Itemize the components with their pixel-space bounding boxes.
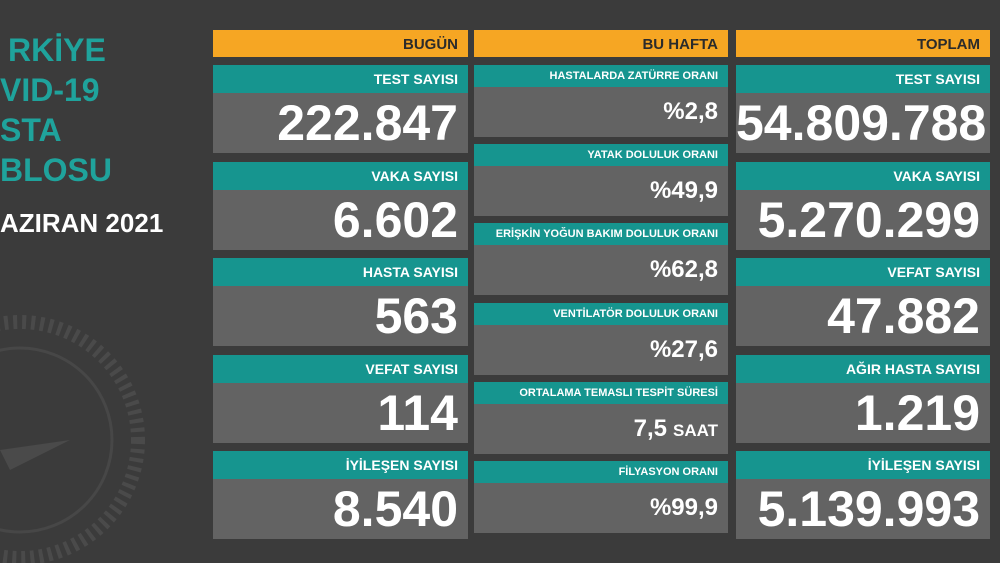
- item-value: 5.270.299: [736, 189, 990, 250]
- value-text: %49,9: [649, 177, 718, 205]
- item-label: ERİŞKİN YOĞUN BAKIM DOLULUK ORANI: [474, 223, 728, 246]
- item-label: HASTALARDA ZATÜRRE ORANI: [474, 65, 728, 87]
- item-value: %49,9: [474, 166, 728, 217]
- item-label: İYİLEŞEN SAYISI: [213, 451, 468, 479]
- item-label: VENTİLATÖR DOLULUK ORANI: [474, 302, 728, 325]
- side-title-line: RKİYE: [8, 32, 106, 68]
- value-text: 222.847: [277, 95, 458, 151]
- item-value: %99,9: [474, 483, 728, 533]
- item-value: 1.219: [736, 382, 990, 443]
- value-text: 563: [374, 288, 458, 344]
- item-value: 5.139.993: [736, 479, 990, 539]
- item-label: YATAK DOLULUK ORANI: [474, 144, 728, 167]
- item-label: FİLYASYON ORANI: [474, 461, 728, 483]
- item-value: %2,8: [474, 87, 728, 137]
- date: AZIRAN 2021: [0, 208, 164, 238]
- column-header: TOPLAM: [736, 30, 990, 57]
- value-text: 114: [377, 384, 458, 441]
- value-text: 5.139.993: [757, 481, 980, 537]
- side-title-line: VID-19: [0, 72, 100, 108]
- value-text: %62,8: [649, 256, 718, 284]
- item-value: 47.882: [736, 286, 990, 346]
- column-header: BUGÜN: [213, 30, 468, 57]
- item-label: İYİLEŞEN SAYISI: [736, 451, 990, 479]
- value-text: 5.270.299: [757, 191, 980, 248]
- side-title-line: STA: [0, 112, 62, 148]
- emblem: [0, 315, 145, 563]
- value-text: %2,8: [663, 98, 718, 125]
- value-text: 54.809.788: [736, 95, 987, 151]
- value-text: 7,5: [633, 414, 667, 442]
- item-label: VEFAT SAYISI: [213, 354, 468, 383]
- item-value: %62,8: [474, 245, 728, 296]
- item-label: AĞIR HASTA SAYISI: [736, 354, 990, 383]
- value-text: 6.602: [332, 191, 458, 248]
- item-value: 222.847: [213, 93, 468, 153]
- value-text: 8.540: [332, 481, 458, 537]
- item-value: 563: [213, 286, 468, 346]
- value-text: %99,9: [649, 494, 718, 521]
- value-unit: SAAT: [672, 420, 718, 440]
- item-value: %27,6: [474, 324, 728, 375]
- item-label: ORTALAMA TEMASLI TESPİT SÜRESİ: [474, 381, 728, 404]
- column-header: BU HAFTA: [474, 30, 728, 57]
- item-label: TEST SAYISI: [736, 65, 990, 93]
- value-text: %27,6: [649, 335, 718, 363]
- item-value: 8.540: [213, 479, 468, 539]
- item-value: 7,5 SAAT: [474, 403, 728, 454]
- item-value: 6.602: [213, 189, 468, 250]
- item-label: VAKA SAYISI: [736, 161, 990, 190]
- item-value: 114: [213, 382, 468, 443]
- item-label: VEFAT SAYISI: [736, 258, 990, 286]
- side-title-line: BLOSU: [0, 152, 112, 188]
- item-value: 54.809.788: [736, 93, 990, 153]
- value-text: 1.219: [854, 384, 980, 441]
- item-label: VAKA SAYISI: [213, 161, 468, 190]
- value-text: 47.882: [827, 288, 980, 344]
- item-label: TEST SAYISI: [213, 65, 468, 93]
- item-label: HASTA SAYISI: [213, 258, 468, 286]
